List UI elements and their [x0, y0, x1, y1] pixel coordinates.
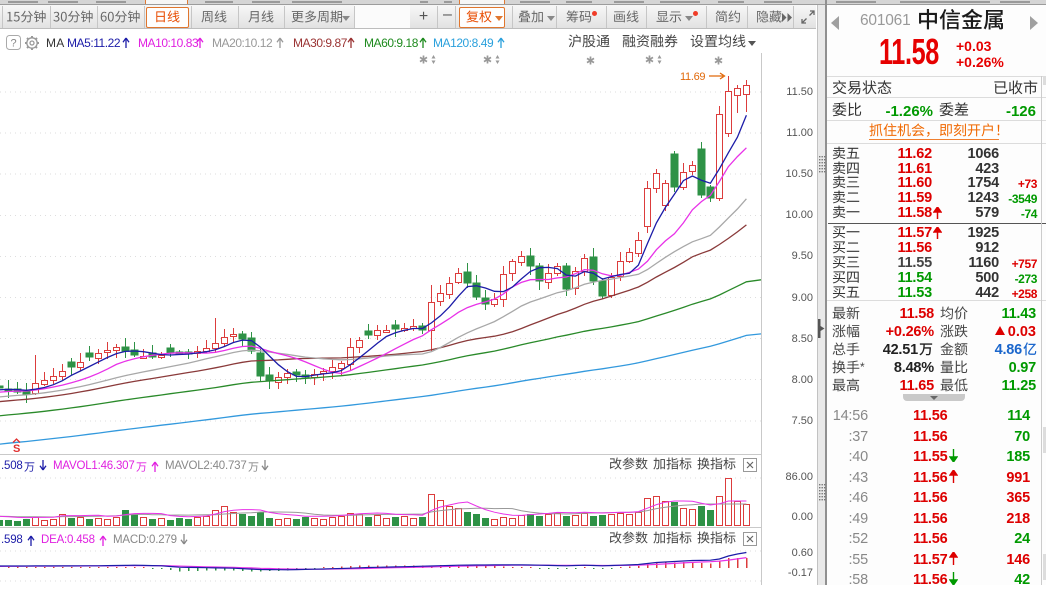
svg-text:?: ?	[10, 38, 16, 50]
